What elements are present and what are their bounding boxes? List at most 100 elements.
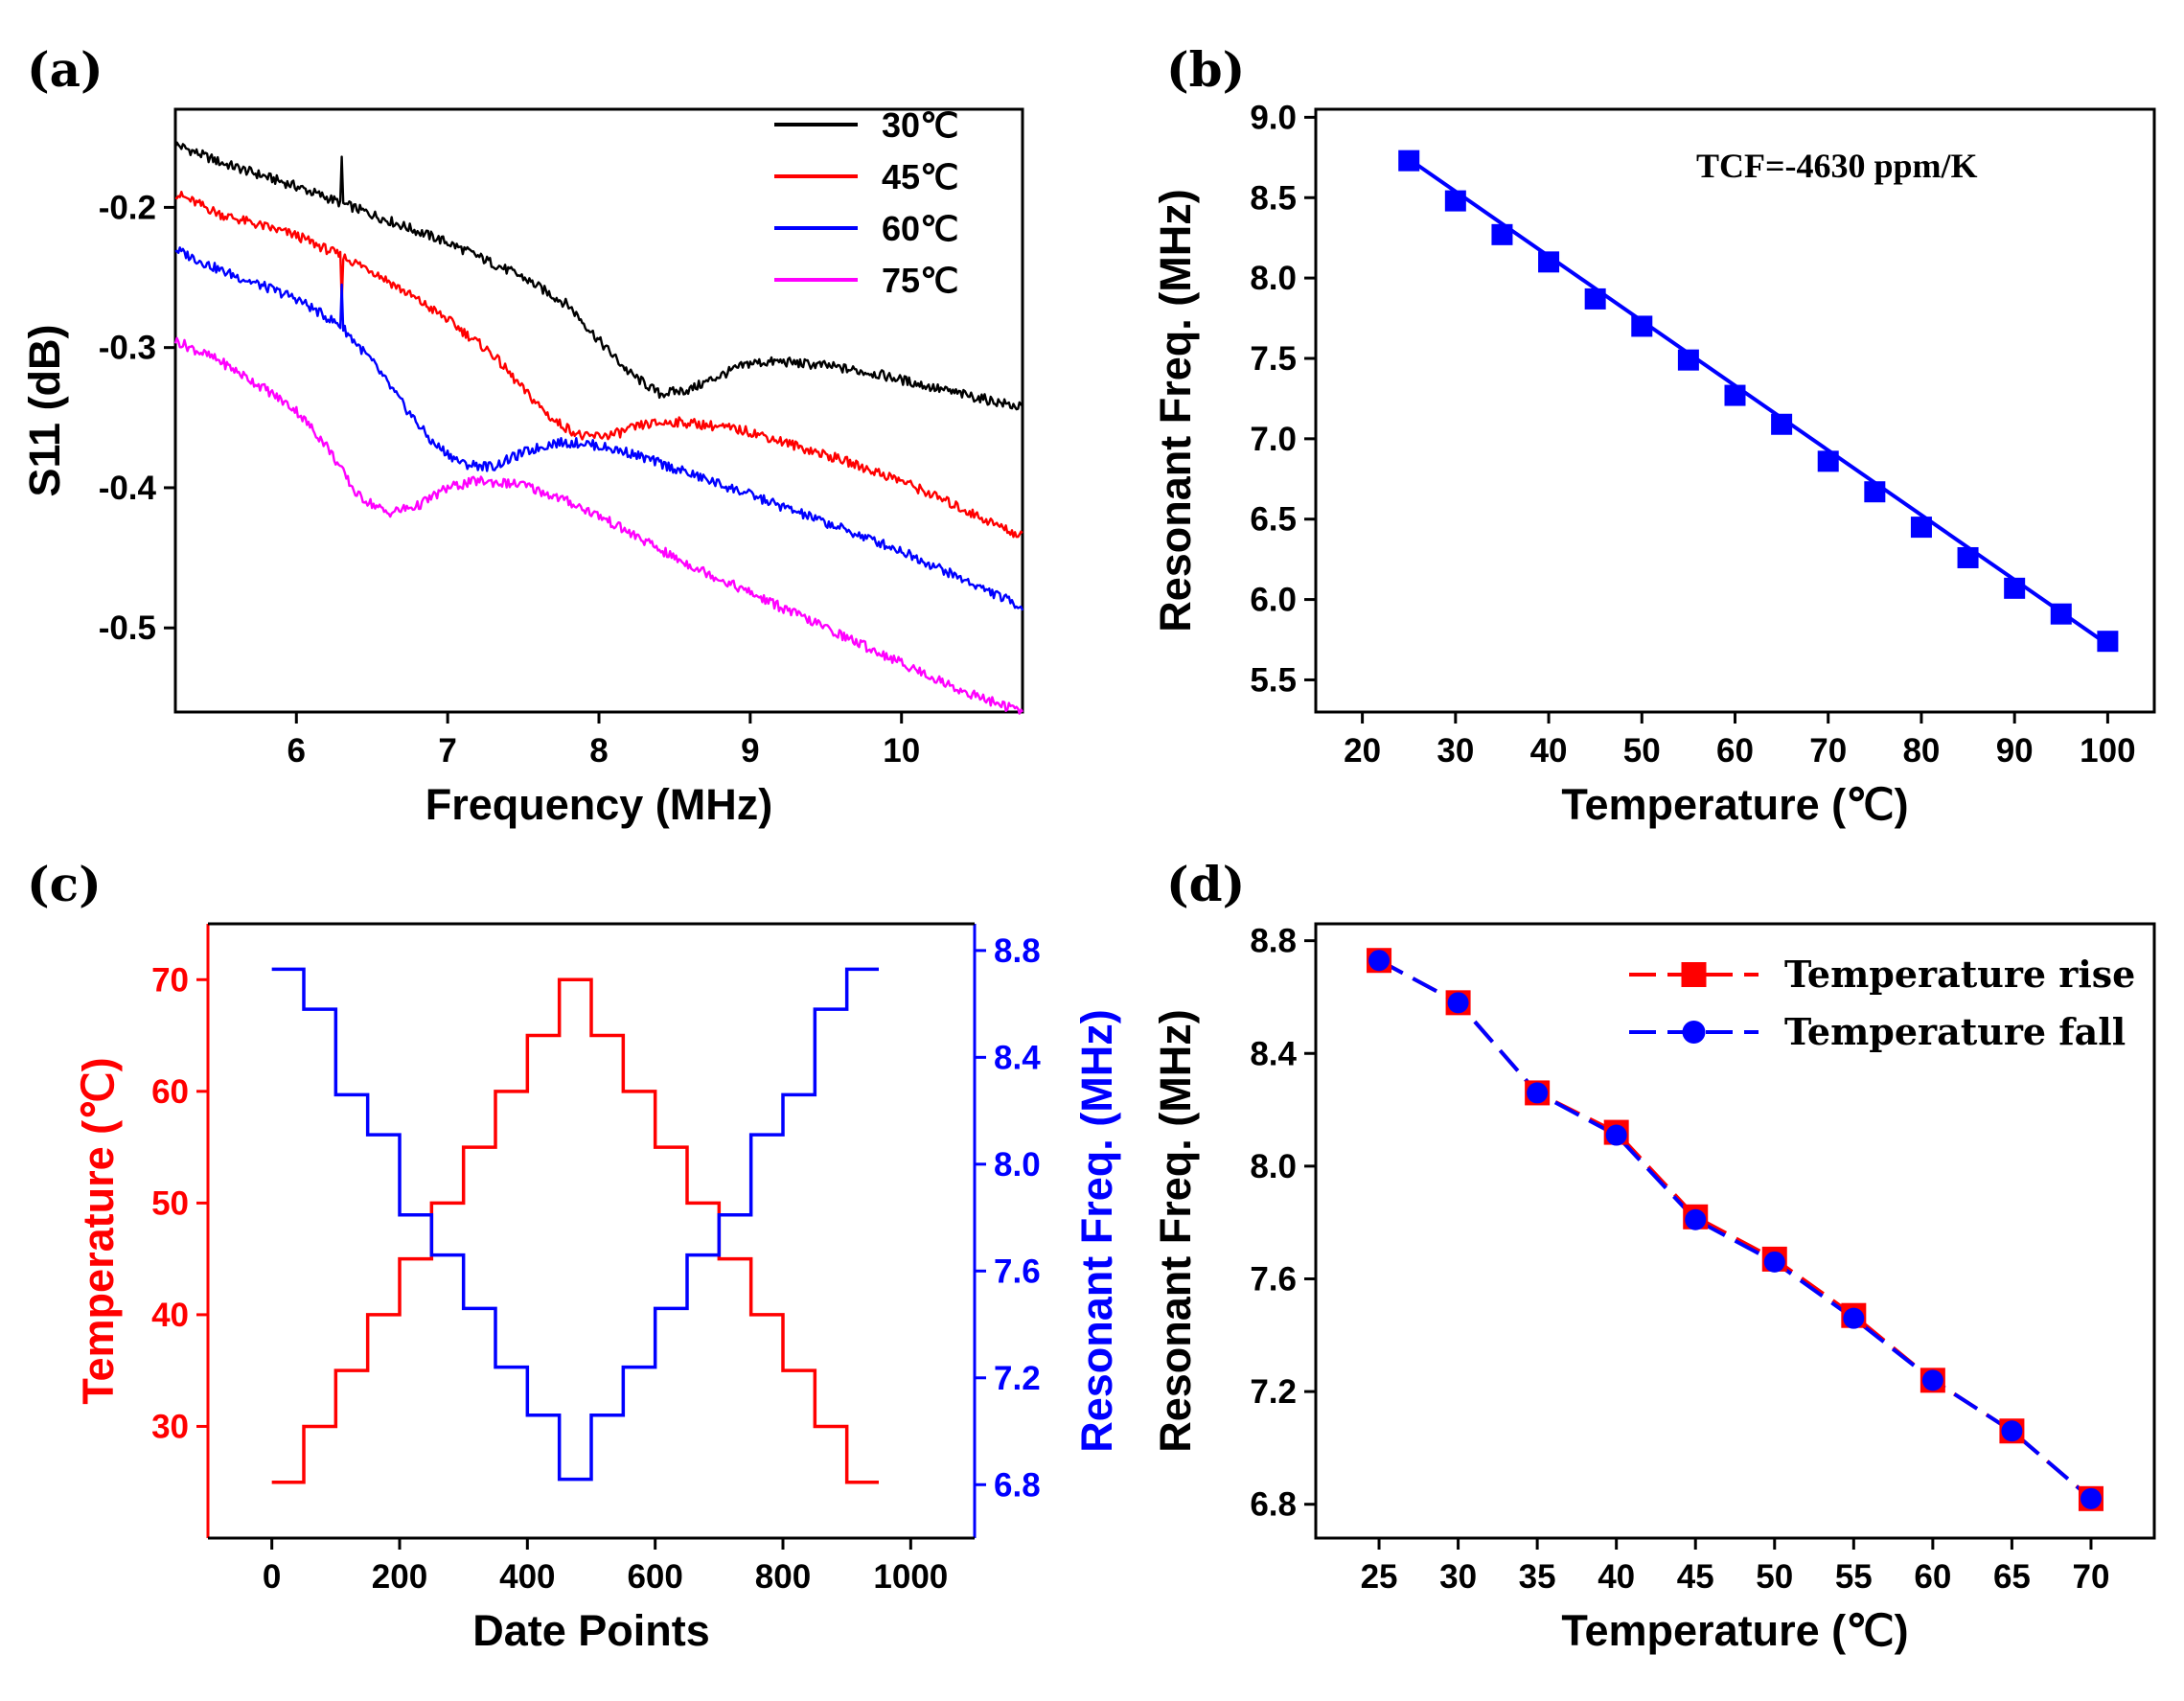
y-tick-label: 6.5 xyxy=(1250,501,1297,539)
y-tick-label: 60 xyxy=(151,1073,189,1111)
dashed-line-2 xyxy=(1378,958,2093,1501)
data-point-circle xyxy=(2080,1487,2102,1509)
x-tick-label: 200 xyxy=(372,1558,427,1596)
panel-label: (d) xyxy=(1166,856,1245,912)
data-point-square xyxy=(1538,251,1560,273)
data-point-square xyxy=(1771,413,1793,435)
step-line-1 xyxy=(271,977,879,1484)
data-point-square xyxy=(1677,349,1699,371)
data-point-circle xyxy=(1368,950,1391,972)
y-tick-label: 6.8 xyxy=(1250,1486,1297,1524)
x-tick-label: 100 xyxy=(2080,732,2135,770)
data-point-square xyxy=(1398,149,1420,172)
panel-label: (c) xyxy=(27,856,102,912)
data-point-circle xyxy=(1605,1124,1627,1146)
legend-label: 75℃ xyxy=(882,261,958,300)
x-tick-label: 70 xyxy=(2072,1558,2109,1596)
x-tick-label: 0 xyxy=(263,1558,281,1596)
data-point-square xyxy=(2050,603,2072,625)
y-tick-label: 8.4 xyxy=(1250,1035,1297,1072)
y-axis-title: Resonant Freq. (MHz) xyxy=(1151,1009,1200,1453)
y-tick-label: 5.5 xyxy=(1250,661,1297,699)
data-point-circle xyxy=(1527,1082,1549,1104)
data-point-square xyxy=(1444,190,1466,212)
y-axis-title: S11 (dB) xyxy=(20,324,69,496)
data-point-square xyxy=(1631,315,1653,337)
data-point-square xyxy=(2004,577,2026,599)
data-point-circle xyxy=(1447,992,1469,1014)
y-tick-label: 50 xyxy=(151,1184,189,1222)
x-tick-label: 6 xyxy=(287,732,306,770)
x-tick-label: 60 xyxy=(1716,732,1754,770)
x-tick-label: 60 xyxy=(1914,1558,1951,1596)
y-tick-label: 70 xyxy=(151,961,189,999)
data-point-circle xyxy=(1763,1251,1785,1273)
x-axis-title: Temperature (℃) xyxy=(1561,780,1908,829)
y-right-tick-label: 8.4 xyxy=(994,1039,1041,1076)
tcf-annotation: TCF=-4630 ppm/K xyxy=(1696,147,1978,185)
y-tick-label: -0.5 xyxy=(99,609,156,647)
y-right-tick-label: 8.8 xyxy=(994,932,1041,970)
data-point-square xyxy=(2097,631,2119,653)
data-point-circle xyxy=(1685,1208,1707,1230)
x-tick-label: 50 xyxy=(1756,1558,1793,1596)
x-tick-label: 9 xyxy=(741,732,759,770)
x-tick-label: 50 xyxy=(1623,732,1661,770)
x-tick-label: 90 xyxy=(1996,732,2034,770)
x-tick-label: 25 xyxy=(1361,1558,1398,1596)
x-tick-label: 40 xyxy=(1530,732,1568,770)
data-point-circle xyxy=(2001,1420,2023,1442)
legend-label: 30℃ xyxy=(882,105,958,145)
data-point-square xyxy=(1584,287,1606,310)
panel-label: (a) xyxy=(27,41,103,98)
data-point-circle xyxy=(1921,1369,1943,1391)
legend-label: Temperature fall xyxy=(1784,1010,2126,1053)
plot-frame-b xyxy=(1314,107,2156,714)
y-tick-label: 6.0 xyxy=(1250,582,1297,619)
legend-label: 60℃ xyxy=(882,209,958,248)
legend-label: Temperature rise xyxy=(1784,953,2135,996)
legend-marker-circle xyxy=(1682,1021,1706,1044)
plot-frame-d xyxy=(1314,922,2156,1540)
x-tick-label: 800 xyxy=(755,1558,811,1596)
data-point-square xyxy=(1491,223,1513,245)
y-tick-label: 8.0 xyxy=(1250,1148,1297,1185)
data-point-circle xyxy=(1843,1307,1865,1329)
x-tick-label: 35 xyxy=(1519,1558,1556,1596)
series-line-1 xyxy=(173,141,1023,411)
x-tick-label: 40 xyxy=(1598,1558,1635,1596)
x-axis-title: Frequency (MHz) xyxy=(425,780,773,829)
fit-line xyxy=(1408,157,2109,647)
series-line-4 xyxy=(173,336,1023,715)
x-tick-label: 10 xyxy=(883,732,920,770)
x-tick-label: 8 xyxy=(589,732,608,770)
y-right-tick-label: 7.6 xyxy=(994,1253,1041,1290)
x-tick-label: 1000 xyxy=(873,1558,948,1596)
y-tick-label: -0.3 xyxy=(99,330,156,367)
data-point-square xyxy=(1817,450,1839,472)
y-tick-label: 7.0 xyxy=(1250,421,1297,458)
series-line-3 xyxy=(174,246,1024,611)
x-axis-title: Date Points xyxy=(472,1606,710,1655)
data-point-square xyxy=(1910,517,1932,539)
series-line-2 xyxy=(174,191,1023,539)
y-tick-label: 8.5 xyxy=(1250,179,1297,217)
y-right-axis-title: Resonant Freq. (MHz) xyxy=(1072,1009,1121,1453)
y-tick-label: 8.0 xyxy=(1250,260,1297,297)
x-tick-label: 30 xyxy=(1439,1558,1477,1596)
y-tick-label: 9.0 xyxy=(1250,99,1297,136)
plot-frame-a xyxy=(173,107,1024,714)
x-tick-label: 7 xyxy=(438,732,456,770)
x-tick-label: 70 xyxy=(1809,732,1847,770)
y-right-tick-label: 8.0 xyxy=(994,1146,1041,1184)
x-tick-label: 30 xyxy=(1437,732,1474,770)
x-tick-label: 600 xyxy=(627,1558,682,1596)
y-tick-label: -0.4 xyxy=(99,470,157,507)
x-axis-title: Temperature (℃) xyxy=(1561,1606,1908,1655)
y-tick-label: -0.2 xyxy=(99,189,156,226)
y-tick-label: 40 xyxy=(151,1297,189,1334)
y-tick-label: 8.8 xyxy=(1250,923,1297,960)
y-axis-title: Temperature (℃) xyxy=(74,1057,123,1404)
data-point-square xyxy=(1724,384,1746,406)
